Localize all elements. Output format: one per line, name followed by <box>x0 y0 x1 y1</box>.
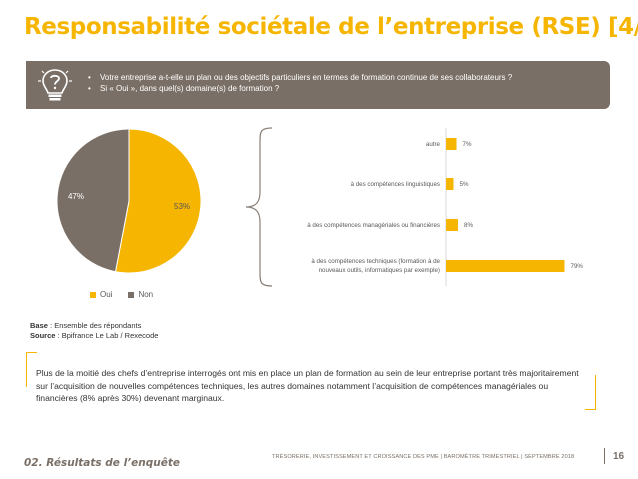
pie-legend: Oui Non <box>90 290 153 299</box>
footer-note: TRÉSORERIE, INVESTISSEMENT ET CROISSANCE… <box>272 454 575 460</box>
legend-swatch-non <box>128 291 135 298</box>
summary-text: Plus de la moitié des chefs d’entreprise… <box>36 368 579 403</box>
curly-brace <box>245 127 273 287</box>
base-source-note: Base : Ensemble des répondants Source : … <box>30 321 158 341</box>
base-label: Base <box>30 321 48 330</box>
question-banner: Votre entreprise a-t-elle un plan ou des… <box>26 61 610 109</box>
pie-label-non: 47% <box>68 192 84 201</box>
bar-1 <box>446 178 454 190</box>
legend-label-oui: Oui <box>100 290 113 299</box>
question-list: Votre entreprise a-t-elle un plan ou des… <box>88 72 512 94</box>
bar-3 <box>446 260 565 272</box>
bar-category-label: autre <box>426 141 441 148</box>
bar-category-label: à des compétences linguistiques <box>351 181 440 188</box>
pie-slice-non <box>56 128 130 273</box>
bar-value-label: 79% <box>571 263 584 270</box>
frame-corner-bottom-right <box>585 375 596 410</box>
question-line: Votre entreprise a-t-elle un plan ou des… <box>88 72 512 83</box>
bar-category-label: à des compétences managériales ou financ… <box>307 222 440 229</box>
bar-value-label: 8% <box>464 222 473 229</box>
source-text: : Bpifrance Le Lab / Rexecode <box>55 331 159 340</box>
bar-value-label: 5% <box>460 181 469 188</box>
legend-item-oui: Oui <box>90 290 112 299</box>
base-text: : Ensemble des répondants <box>47 321 142 330</box>
pie-slice-oui <box>114 128 202 274</box>
legend-item-non: Non <box>128 290 153 299</box>
bar-category-label: à des compétences techniques (formation … <box>311 258 440 274</box>
lightbulb-question-icon <box>38 69 72 101</box>
bar-2 <box>446 219 458 231</box>
bar-category-label-line: à des compétences techniques (formation … <box>311 258 440 265</box>
page-title: Responsabilité sociétale de l’entreprise… <box>24 14 638 40</box>
pie-label-oui: 53% <box>174 202 190 211</box>
frame-corner-top-left <box>26 352 37 387</box>
bar-0 <box>446 138 457 150</box>
source-label: Source <box>30 331 56 340</box>
legend-swatch-oui <box>90 291 96 298</box>
footer-separator <box>604 448 605 464</box>
legend-label-non: Non <box>138 290 154 299</box>
pie-chart: 53% 47% <box>56 128 202 274</box>
question-line: Si « Oui », dans quel(s) domaine(s) de f… <box>88 83 512 94</box>
bar-category-label-line: nouveaux outils, informatiques par exemp… <box>319 267 440 274</box>
bar-chart: autre 7% à des compétences linguistiques 5%… <box>307 128 584 286</box>
summary-frame <box>26 352 596 410</box>
bar-value-label: 7% <box>463 141 472 148</box>
footer-section-title: 02. Résultats de l’enquête <box>24 457 181 469</box>
page-number: 16 <box>613 451 625 462</box>
